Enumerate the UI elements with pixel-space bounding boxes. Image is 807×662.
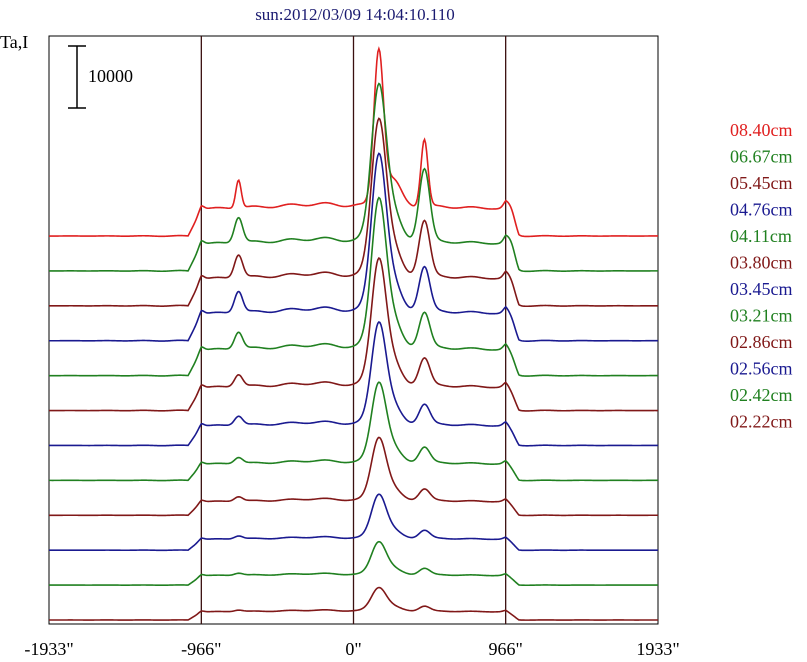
chart-title: sun:2012/03/09 14:04:10.110 [255,5,455,24]
series-line-08.40cm [49,46,658,238]
legend-entry-02.86cm: 02.86cm [730,332,793,352]
series-line-04.76cm [49,152,659,342]
legend-entry-06.67cm: 06.67cm [730,147,793,167]
scale-bar-label: 10000 [88,66,133,86]
spectral-curves [48,46,659,621]
x-tick-label-3: 966" [488,639,522,659]
x-tick-label-4: 1933" [636,639,679,659]
series-line-02.56cm [48,493,658,552]
scale-bar: 10000 [68,45,133,109]
series-line-03.80cm [49,256,658,412]
series-line-03.21cm [49,381,659,482]
series-line-03.45cm [49,320,658,447]
legend: 08.40cm 06.67cm 05.45cm 04.76cm 04.11cm 03.80… [730,120,793,432]
legend-entry-02.42cm: 02.42cm [730,385,793,405]
series-line-04.11cm [49,196,659,377]
vertical-reference-lines [200,36,507,624]
x-tick-label-2: 0" [345,639,361,659]
legend-entry-05.45cm: 05.45cm [730,173,793,193]
legend-entry-02.22cm: 02.22cm [730,412,793,432]
legend-entry-03.80cm: 03.80cm [730,253,793,273]
legend-entry-03.21cm: 03.21cm [730,306,793,326]
series-line-06.67cm [49,82,658,273]
series-line-02.86cm [49,436,658,517]
legend-entry-03.45cm: 03.45cm [730,279,793,299]
legend-entry-02.56cm: 02.56cm [730,359,793,379]
x-axis-tick-labels: -1933" -966" 0" 966" 1933" [24,639,679,659]
legend-entry-08.40cm: 08.40cm [730,120,793,140]
x-tick-label-0: -1933" [24,639,73,659]
legend-entry-04.76cm: 04.76cm [730,200,793,220]
series-line-02.22cm [49,586,658,621]
series-line-05.45cm [49,117,659,308]
series-line-02.42cm [49,540,658,587]
y-axis-label: Ta,I [0,32,28,52]
legend-entry-04.11cm: 04.11cm [730,226,792,246]
x-tick-label-1: -966" [181,639,221,659]
